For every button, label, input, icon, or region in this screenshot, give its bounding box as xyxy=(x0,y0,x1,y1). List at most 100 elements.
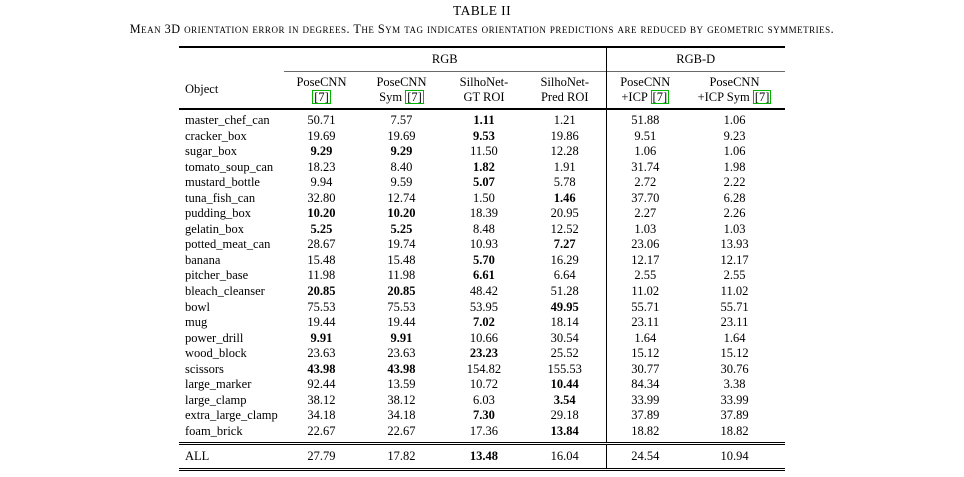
value-cell: 22.67 xyxy=(387,423,416,438)
group-header-spacer xyxy=(178,46,284,72)
value-cell: 49.95 xyxy=(550,299,579,314)
value-cell: 17.36 xyxy=(469,423,499,438)
value-cell: 18.23 xyxy=(307,159,336,174)
value-cell: 23.63 xyxy=(387,346,416,361)
value-cell: 10.94 xyxy=(684,442,785,472)
value-cell: 15.12 xyxy=(720,346,749,361)
table-row: bowl 75.53 75.53 53.95 49.95 55.71 55.71 xyxy=(179,299,785,316)
column-header: PoseCNN Sym [7] xyxy=(358,71,444,110)
value-cell: 1.06 xyxy=(723,144,746,159)
object-name-cell: tuna_fish_can xyxy=(184,190,256,205)
value-cell: 6.28 xyxy=(723,190,746,205)
value-cell: 29.18 xyxy=(550,408,579,423)
group-header-row: RGB RGB-D xyxy=(178,46,785,72)
citation-link[interactable]: [7] xyxy=(312,89,331,104)
value-cell: 23.06 xyxy=(605,237,684,253)
value-cell: 7.02 xyxy=(473,315,495,330)
value-cell: 19.44 xyxy=(307,315,336,330)
value-cell: 13.93 xyxy=(720,237,749,252)
object-name-cell: sugar_box xyxy=(184,144,238,159)
value-cell: 22.67 xyxy=(307,423,336,438)
value-cell: 9.91 xyxy=(310,330,333,345)
value-cell: 31.74 xyxy=(605,159,684,176)
value-cell: 50.71 xyxy=(307,113,336,127)
column-header: PoseCNN +ICP [7] xyxy=(605,71,684,110)
value-cell: 20.85 xyxy=(307,284,336,299)
value-cell: 34.18 xyxy=(307,408,336,423)
value-cell: 13.59 xyxy=(387,377,416,392)
results-table: RGB RGB-D Object PoseCNN [7] PoseCNN Sym [7… xyxy=(178,46,785,472)
column-header: SilhoNet- GT ROI xyxy=(443,71,524,110)
value-cell: 1.64 xyxy=(723,330,746,345)
object-name-cell: cracker_box xyxy=(184,128,247,143)
value-cell: 55.71 xyxy=(605,299,684,316)
table-caption: Mean 3D orientation error in degrees. Th… xyxy=(129,22,835,36)
table-row: gelatin_box 5.25 5.25 8.48 12.52 1.03 1.03 xyxy=(179,221,785,238)
table-row: sugar_box 9.29 9.29 11.50 12.28 1.06 1.06 xyxy=(179,144,785,160)
value-cell: 19.69 xyxy=(387,128,416,143)
value-cell: 27.79 xyxy=(283,442,359,472)
value-cell: 75.53 xyxy=(387,299,416,314)
value-cell: 16.04 xyxy=(523,442,606,472)
value-cell: 6.61 xyxy=(473,268,495,283)
object-name-cell: wood_block xyxy=(184,346,247,361)
value-cell: 10.93 xyxy=(469,237,499,252)
value-cell: 1.46 xyxy=(553,190,576,205)
value-cell: 155.53 xyxy=(547,361,582,376)
object-name-cell: foam_brick xyxy=(184,423,243,438)
value-cell: 1.11 xyxy=(473,113,495,127)
value-cell: 37.89 xyxy=(720,408,749,423)
object-name-cell: extra_large_clamp xyxy=(184,408,278,423)
value-cell: 1.50 xyxy=(473,190,495,205)
table-header: RGB RGB-D Object PoseCNN [7] PoseCNN Sym [7… xyxy=(178,46,785,110)
table-row: large_marker 92.44 13.59 10.72 10.44 84.34 3.3… xyxy=(179,377,785,393)
value-cell: 6.64 xyxy=(553,268,576,283)
value-cell: 9.51 xyxy=(605,128,684,145)
value-cell: 9.59 xyxy=(390,175,413,190)
citation-link[interactable]: [7] xyxy=(752,89,772,104)
value-cell: 15.12 xyxy=(605,346,684,362)
value-cell: 55.71 xyxy=(720,299,749,314)
value-cell: 11.02 xyxy=(720,284,749,299)
value-cell: 38.12 xyxy=(307,392,336,407)
table-row: foam_brick 22.67 22.67 17.36 13.84 18.82 18.82 xyxy=(179,423,785,444)
value-cell: 18.82 xyxy=(720,423,749,438)
column-header: PoseCNN +ICP Sym [7] xyxy=(684,71,785,110)
object-name-cell: large_marker xyxy=(184,377,252,392)
value-cell: 19.69 xyxy=(307,128,336,143)
object-name-cell: mustard_bottle xyxy=(184,175,260,190)
value-cell: 23.63 xyxy=(307,346,336,361)
value-cell: 15.48 xyxy=(387,252,416,267)
value-cell: 2.55 xyxy=(723,268,746,283)
value-cell: 32.80 xyxy=(307,190,336,205)
value-cell: 33.99 xyxy=(605,392,684,409)
value-cell: 19.44 xyxy=(387,315,416,330)
column-header: PoseCNN [7] xyxy=(283,71,359,110)
value-cell: 1.64 xyxy=(605,330,684,347)
value-cell: 30.54 xyxy=(550,330,579,345)
value-cell: 11.02 xyxy=(605,284,684,300)
value-cell: 48.42 xyxy=(469,284,499,299)
value-cell: 1.03 xyxy=(723,221,746,236)
object-name-cell: master_chef_can xyxy=(184,113,270,127)
value-cell: 20.85 xyxy=(387,284,416,299)
value-cell: 92.44 xyxy=(307,377,336,392)
value-cell: 8.40 xyxy=(390,159,413,174)
value-cell: 5.07 xyxy=(473,175,495,190)
value-cell: 17.82 xyxy=(358,442,444,472)
value-cell: 5.25 xyxy=(310,221,333,236)
citation-link[interactable]: [7] xyxy=(650,89,670,104)
value-cell: 51.28 xyxy=(550,284,579,299)
value-cell: 51.88 xyxy=(605,109,684,129)
value-cell: 18.39 xyxy=(469,206,499,221)
citation-link[interactable]: [7] xyxy=(405,89,424,104)
value-cell: 1.82 xyxy=(473,159,495,174)
column-header-object: Object xyxy=(178,71,284,110)
object-name-cell: scissors xyxy=(184,361,224,376)
object-name-cell: bowl xyxy=(184,299,210,314)
value-cell: 18.14 xyxy=(550,315,579,330)
value-cell: 5.78 xyxy=(553,175,576,190)
value-cell: 12.17 xyxy=(720,252,749,267)
table-row: extra_large_clamp 34.18 34.18 7.30 29.18 37.8… xyxy=(179,408,785,424)
